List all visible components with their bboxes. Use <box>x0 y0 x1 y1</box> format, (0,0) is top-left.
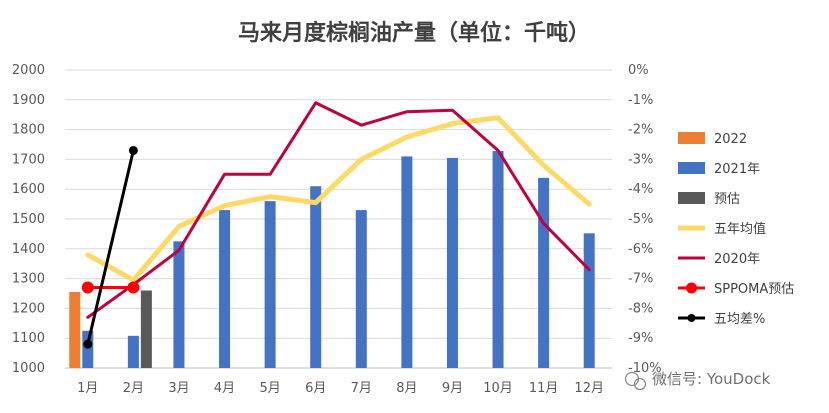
point-marker <box>127 281 140 294</box>
y-tick-label: 1300 <box>12 272 45 287</box>
y2-tick-label: -9% <box>628 331 653 346</box>
bar-series <box>69 151 595 368</box>
bar <box>446 157 458 368</box>
legend-label: 五均差% <box>714 312 765 327</box>
x-tick-label: 12月 <box>574 381 604 396</box>
y-tick-label: 1700 <box>12 152 45 167</box>
x-tick-label: 11月 <box>529 381 559 396</box>
y2-tick-label: -4% <box>628 182 653 197</box>
y2-tick-label: -1% <box>628 93 653 108</box>
x-axis: 1月 2月 3月 4月 5月 6月 7月 8月 9月 10月 11月 12月 <box>77 381 604 396</box>
x-tick-label: 6月 <box>305 381 326 396</box>
bar <box>219 210 231 368</box>
legend-label: 2020年 <box>714 252 760 267</box>
watermark-text: 微信号: YouDock <box>652 370 771 388</box>
y-tick-label: 1000 <box>12 361 45 376</box>
bar <box>127 335 139 368</box>
y-axis-left: 1000 1100 1200 1300 1400 1500 1600 1700 1800 1900… <box>12 63 45 376</box>
chart-title: 马来月度棕榈油产量（单位：千吨） <box>238 20 590 46</box>
legend-marker <box>686 282 697 294</box>
y2-tick-label: 0% <box>628 63 649 78</box>
bar <box>173 241 185 368</box>
legend-label: 2022 <box>714 132 747 147</box>
line-series <box>81 101 592 349</box>
x-tick-label: 1月 <box>77 381 98 396</box>
point-marker <box>83 339 93 349</box>
bar <box>538 177 550 368</box>
x-tick-label: 2月 <box>123 381 144 396</box>
legend-label: 预估 <box>714 192 740 207</box>
y2-tick-label: -3% <box>628 152 653 167</box>
bar <box>69 292 81 368</box>
series-line <box>86 101 591 319</box>
grid <box>65 69 612 369</box>
x-tick-label: 5月 <box>259 381 280 396</box>
y-tick-label: 1900 <box>12 93 45 108</box>
series-line <box>85 115 592 283</box>
x-tick-label: 3月 <box>168 381 189 396</box>
legend-swatch <box>678 162 705 174</box>
y-axis-right: 0% -1% -2% -3% -4% -5% -6% -7% -8% -9% -10% <box>628 63 662 376</box>
y-tick-label: 1400 <box>12 242 45 257</box>
legend-label: 五年均值 <box>714 221 766 237</box>
x-tick-label: 8月 <box>396 381 417 396</box>
wechat-icon <box>624 371 647 391</box>
x-tick-label: 9月 <box>442 381 463 396</box>
bar <box>82 330 94 368</box>
bar <box>140 290 152 368</box>
watermark: 微信号: YouDock <box>624 370 771 391</box>
bar <box>310 186 322 368</box>
y-tick-label: 1100 <box>12 331 45 346</box>
y-tick-label: 1600 <box>12 182 45 197</box>
bar <box>401 156 413 368</box>
y2-tick-label: -6% <box>628 242 653 257</box>
y2-tick-label: -2% <box>628 123 653 138</box>
x-tick-label: 4月 <box>214 381 235 396</box>
legend-label: 2021年 <box>714 162 760 177</box>
bar <box>583 233 595 368</box>
legend-swatch <box>678 192 705 204</box>
legend-swatch <box>678 132 705 144</box>
x-tick-label: 10月 <box>483 381 513 396</box>
bar <box>355 210 367 368</box>
y2-tick-label: -7% <box>628 272 653 287</box>
y-tick-label: 1200 <box>12 301 45 316</box>
point-marker <box>81 281 94 294</box>
bar <box>492 151 504 368</box>
y-tick-label: 1800 <box>12 123 45 138</box>
legend-marker <box>687 314 696 322</box>
series-line <box>86 148 135 346</box>
y2-tick-label: -5% <box>628 212 653 227</box>
y2-tick-label: -8% <box>628 301 653 316</box>
y-tick-label: 1500 <box>12 212 45 227</box>
bar <box>264 201 276 368</box>
point-marker <box>128 145 138 155</box>
legend-label: SPPOMA预估 <box>714 282 794 297</box>
x-tick-label: 7月 <box>351 381 372 396</box>
y-tick-label: 2000 <box>12 63 45 78</box>
y2-tick-label: -10% <box>628 361 662 376</box>
